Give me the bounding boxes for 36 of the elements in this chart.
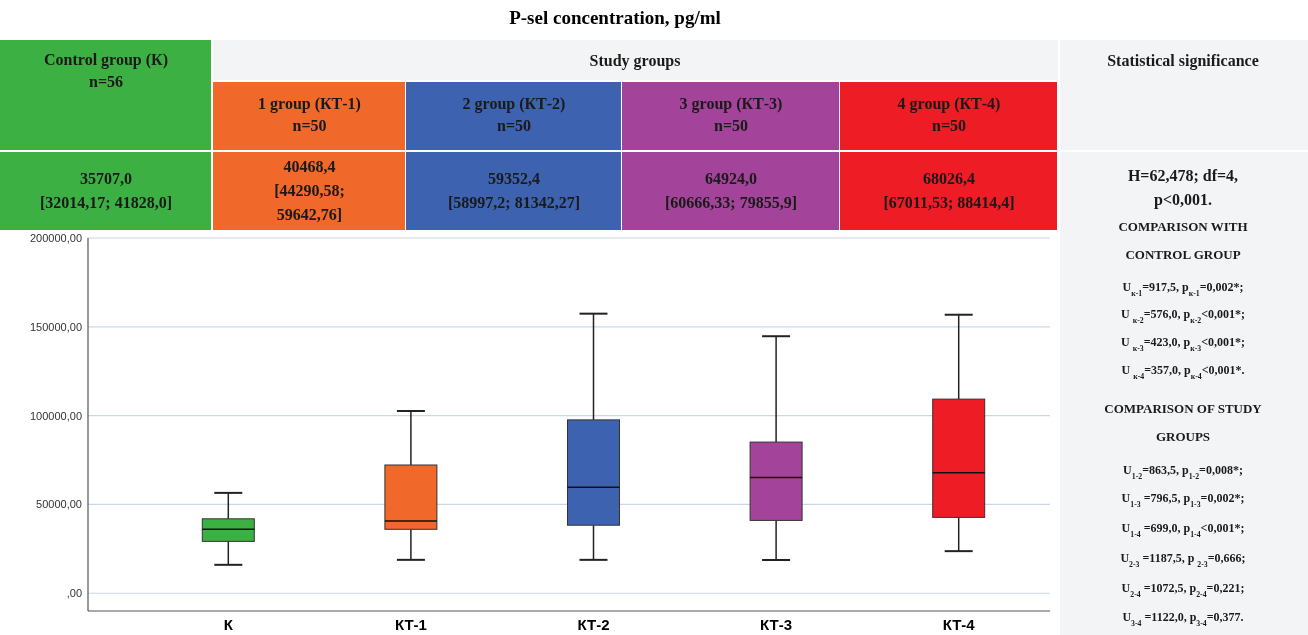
text: U$_{1-4}$ =699,0, p$_{1-4}$<0,001*; — [1121, 521, 1245, 539]
y-tick-label: 50000,00 — [36, 498, 82, 511]
y-tick-label: ,00 — [66, 587, 82, 600]
text: 64924,0 [60666,33; 79855,9] — [665, 169, 797, 211]
chart-title: P-sel concentration, pg/ml — [509, 7, 721, 28]
y-tick-label: 200000,00 — [30, 232, 82, 244]
text: COMPARISON OF STUDY GROUPS — [1104, 400, 1263, 444]
text: 3 group (КТ-3) n=50 — [679, 94, 783, 134]
text: Study groups — [589, 51, 681, 70]
text: 4 group (КТ-4) n=50 — [897, 94, 1001, 134]
text: 59352,4 [58997,2; 81342,27] — [448, 169, 580, 211]
x-tick-label: К — [223, 616, 234, 633]
x-tick-label: КТ-4 — [942, 616, 976, 633]
y-tick-label: 150000,00 — [30, 320, 82, 333]
text: 40468,4 [44290,58; 59642,76] — [274, 157, 345, 223]
x-tick-label: КТ-2 — [577, 616, 610, 633]
text: U $_{к-2}$=576,0, p$_{к-2}$<0,001*; — [1120, 307, 1246, 325]
text: H=62,478; df=4, p<0,001. — [1127, 166, 1239, 209]
text: U$_{2-3}$ =1187,5, p $_{2-3}$=0,666; — [1120, 551, 1246, 569]
x-tick-label: КТ-3 — [760, 616, 793, 633]
text: 1 group (КТ-1) n=50 — [258, 94, 361, 134]
text: U$_{к-1}$=917,5, p$_{к-1}$=0,002*; — [1122, 280, 1244, 298]
text: 35707,0 [32014,17; 41828,0] — [40, 169, 172, 211]
text: U$_{3-4}$ =1122,0, p$_{3-4}$=0,377. — [1122, 610, 1244, 628]
text: 68026,4 [67011,53; 88414,4] — [883, 169, 1015, 211]
x-tick-label: КТ-1 — [394, 616, 427, 633]
text: COMPARISON WITH CONTROL GROUP — [1118, 218, 1248, 262]
y-tick-label: 100000,00 — [30, 409, 82, 422]
text: Statistical significance — [1107, 51, 1259, 70]
text: U$_{1-2}$=863,5, p$_{1-2}$=0,008*; — [1123, 463, 1243, 481]
text: U$_{1-3}$ =796,5, p$_{1-3}$=0,002*; — [1121, 491, 1245, 509]
text: U $_{к-4}$=357,0, p$_{к-4}$<0,001*. — [1121, 363, 1245, 381]
text: U $_{к-3}$=423,0, p$_{к-3}$<0,001*; — [1120, 335, 1246, 353]
text: 2 group (КТ-2) n=50 — [462, 94, 566, 134]
text: Control group (К) n=56 — [44, 50, 168, 90]
text: U$_{2-4}$ =1072,5, p$_{2-4}$=0,221; — [1121, 581, 1245, 599]
